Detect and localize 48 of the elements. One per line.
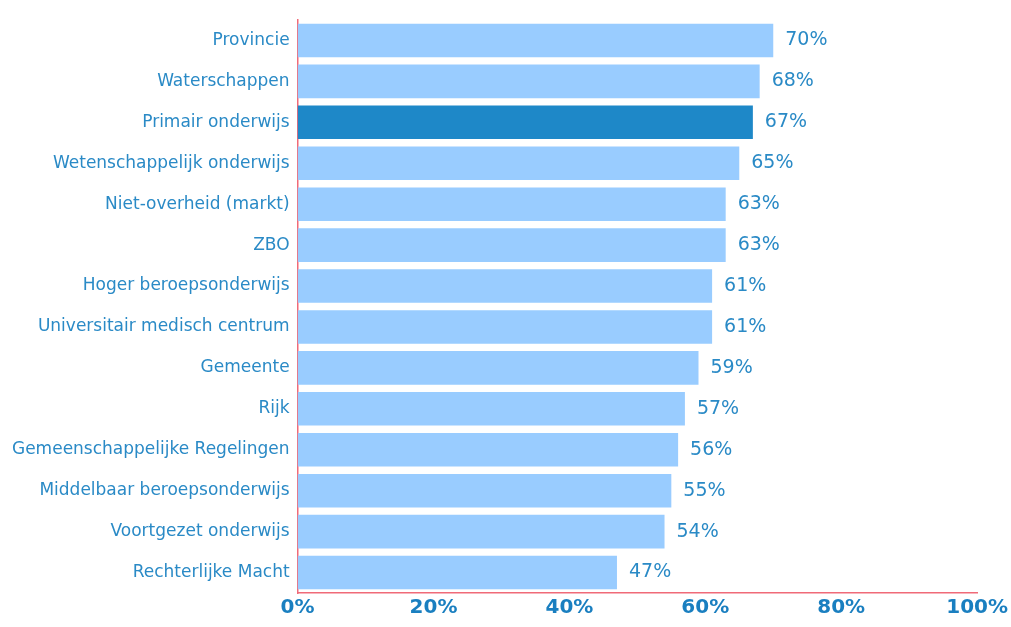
data-label: 54% xyxy=(676,518,719,541)
data-label: 65% xyxy=(751,150,794,173)
data-label: 59% xyxy=(710,354,753,377)
y-tick-label: ZBO xyxy=(253,233,290,254)
bar xyxy=(297,269,713,303)
y-tick-label: Rechterlijke Macht xyxy=(132,560,290,581)
data-label: 68% xyxy=(771,68,814,91)
data-label: 67% xyxy=(764,109,808,132)
data-label: 61% xyxy=(724,272,767,295)
bar xyxy=(297,432,679,467)
bar xyxy=(297,514,665,549)
bar xyxy=(297,555,617,590)
y-tick-label: Gemeente xyxy=(200,356,290,377)
data-label: 61% xyxy=(724,313,767,336)
x-tick-label: 0% xyxy=(280,594,315,619)
data-label: 63% xyxy=(737,232,780,255)
bar xyxy=(297,351,699,385)
data-label: 57% xyxy=(696,395,740,418)
bar xyxy=(297,146,740,181)
bar xyxy=(297,187,726,221)
y-tick-label: Hoger beroepsonderwijs xyxy=(82,274,290,295)
x-tick-label: 60% xyxy=(681,594,730,619)
bar xyxy=(297,310,713,344)
data-label: 63% xyxy=(737,191,780,214)
y-tick-label: Rijk xyxy=(258,397,290,418)
y-tick-label: Gemeenschappelijke Regelingen xyxy=(11,438,290,459)
y-tick-label: Voortgezet onderwijs xyxy=(110,520,290,541)
y-tick-label: Primair onderwijs xyxy=(142,110,290,131)
bar xyxy=(297,64,760,99)
x-tick-label: 20% xyxy=(409,594,458,619)
bar xyxy=(297,473,672,508)
y-tick-label: Provincie xyxy=(212,28,290,49)
data-label: 56% xyxy=(690,436,733,459)
y-tick-label: Middelbaar beroepsonderwijs xyxy=(39,479,290,500)
data-label: 70% xyxy=(785,27,828,50)
y-tick-label: Waterschappen xyxy=(157,69,290,90)
x-tick-label: 100% xyxy=(946,594,1008,619)
data-label: 47% xyxy=(628,559,672,582)
bar xyxy=(297,392,685,426)
bar xyxy=(297,228,726,262)
y-tick-label: Wetenschappelijk onderwijs xyxy=(52,151,290,172)
y-tick-label: Niet-overheid (markt) xyxy=(105,192,290,213)
bar xyxy=(297,105,753,140)
x-tick-label: 40% xyxy=(545,594,594,619)
bar xyxy=(297,23,774,58)
y-tick-label: Universitair medisch centrum xyxy=(37,315,290,336)
x-tick-label: 80% xyxy=(817,594,866,619)
data-label: 55% xyxy=(683,477,726,500)
